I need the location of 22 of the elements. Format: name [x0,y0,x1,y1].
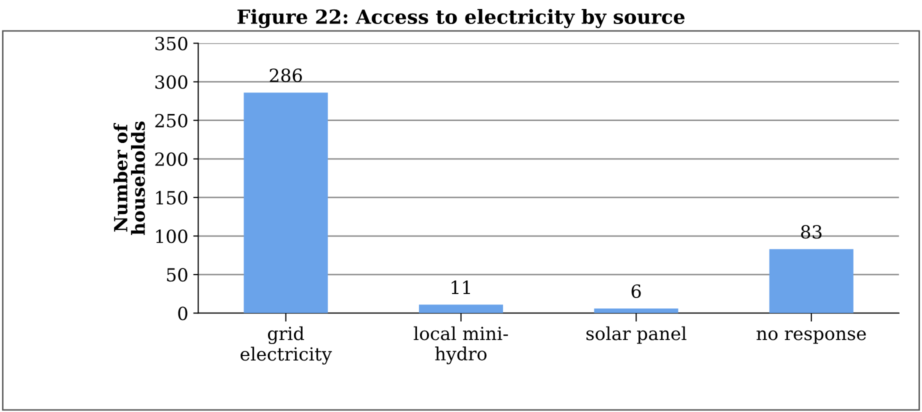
bar [594,308,678,314]
bar [244,92,328,314]
y-tick-label: 100 [156,229,188,244]
y-axis-title: Number of households [114,122,145,236]
chart-title: Figure 22: Access to electricity by source [237,8,685,28]
x-tick-label: local mini- hydro [414,326,508,364]
y-tick-label: 300 [155,75,188,89]
y-tick-label: 250 [155,114,188,128]
x-tick-label: grid electricity [240,326,332,365]
data-label: 286 [270,68,302,82]
data-label: 11 [452,280,470,294]
y-tick-label: 150 [156,190,188,205]
y-tick-label: 50 [167,268,188,282]
bar [418,304,504,314]
y-tick-label: 350 [155,36,188,50]
x-tick-label: solar panel [586,326,686,344]
y-tick-label: 200 [155,152,188,166]
data-label: 83 [801,225,822,239]
x-tick-label: no response [756,330,866,344]
bar [769,249,854,314]
data-label: 6 [632,284,641,298]
y-tick-label: 0 [178,306,188,320]
